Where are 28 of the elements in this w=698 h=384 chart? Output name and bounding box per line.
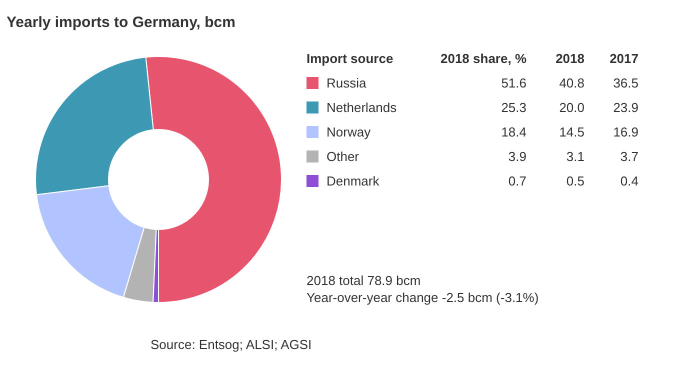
text: 2018 share, % xyxy=(440,51,527,66)
text: 0.7 xyxy=(508,174,527,188)
text: 18.4 xyxy=(501,124,527,140)
text: 2018 xyxy=(556,51,584,66)
text: 36.5 xyxy=(613,76,639,90)
text: Year-over-year change -2.5 bcm (-3.1%) xyxy=(306,290,539,305)
text: 16.9 xyxy=(613,124,639,140)
text: 2017 xyxy=(610,51,638,66)
text: 0.4 xyxy=(620,174,639,188)
text: 51.6 xyxy=(501,76,527,90)
text: 2018 total 78.9 bcm xyxy=(306,273,421,288)
text: 40.8 xyxy=(559,76,585,90)
legend-label: Netherlands xyxy=(326,100,398,115)
text: 3.1 xyxy=(566,149,585,164)
source-note: Source: Entsog; ALSI; AGSI xyxy=(150,337,312,352)
text: 0.5 xyxy=(566,174,585,188)
text: 20.0 xyxy=(559,100,585,115)
legend-title: Import source xyxy=(306,51,394,66)
text: 3.7 xyxy=(620,149,639,164)
text: 3.9 xyxy=(508,149,527,164)
text: 23.9 xyxy=(613,100,639,115)
text: 25.3 xyxy=(501,100,527,115)
legend-label: Other xyxy=(326,149,360,164)
legend-label: Russia xyxy=(326,76,368,90)
chart-title: Yearly imports to Germany, bcm xyxy=(6,14,236,31)
legend-label: Norway xyxy=(326,124,372,140)
legend-label: Denmark xyxy=(326,174,380,188)
text: 14.5 xyxy=(559,124,585,140)
